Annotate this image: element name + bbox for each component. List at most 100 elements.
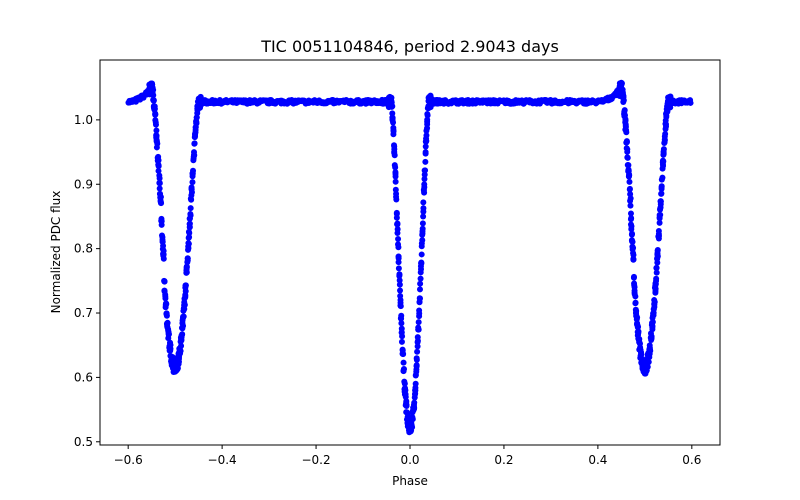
data-point [151,105,158,112]
x-axis-ticks: −0.6 −0.4 −0.2 0.0 0.2 0.4 0.6 [114,445,701,467]
data-point [398,315,405,322]
data-point [396,277,403,284]
data-point [180,313,187,320]
data-point [658,190,665,197]
data-point [156,175,163,182]
data-point [150,86,157,93]
data-point [628,215,635,222]
data-point [635,330,642,337]
data-point [414,339,421,346]
data-point [193,120,200,127]
data-point [660,150,667,157]
data-point [163,301,170,308]
data-point [182,288,189,295]
x-tick-label: 0.6 [682,453,701,467]
data-point [419,220,426,227]
data-point [653,264,660,271]
data-point [658,184,665,191]
y-tick-label: 0.8 [74,242,93,256]
data-point [638,351,645,358]
data-point [391,146,398,153]
data-point [164,320,171,327]
data-point [159,234,166,241]
data-point [649,319,656,326]
data-point [404,410,411,417]
data-point [182,282,189,289]
data-point [630,273,637,280]
data-point [400,359,407,366]
data-point [160,247,167,254]
data-point [626,185,633,192]
data-point [185,245,192,252]
data-point [414,343,421,350]
data-point [191,140,198,147]
data-point [409,416,416,423]
data-point [630,251,637,258]
data-point [180,322,187,329]
data-point [652,285,659,292]
data-point [415,319,422,326]
data-point [659,174,666,181]
data-point [401,378,408,385]
data-point [629,238,636,245]
data-point [412,372,419,379]
data-point [419,237,426,244]
data-point [398,329,405,336]
data-point [623,129,630,136]
data-point [649,326,656,333]
data-point [181,301,188,308]
data-point [400,350,407,357]
data-point [416,286,423,293]
data-point [630,244,637,251]
data-point [392,178,399,185]
data-point [398,338,405,345]
data-point [189,179,196,186]
data-point [187,210,194,217]
data-point [418,251,425,258]
data-point [424,121,431,128]
data-point [395,265,402,272]
data-point [418,259,425,266]
data-point [627,210,634,217]
data-point [191,149,198,156]
data-point [628,226,635,233]
data-point [390,119,397,126]
data-point [424,112,431,119]
data-point [158,218,165,225]
data-point [150,96,157,103]
data-point [160,255,167,262]
data-point [413,356,420,363]
data-point [645,358,652,365]
data-point [624,148,631,155]
data-point [417,280,424,287]
data-point [154,140,161,147]
data-point [420,208,427,215]
x-tick-label: 0.2 [494,453,513,467]
data-point [416,298,423,305]
data-point [157,199,164,206]
data-point [636,336,643,342]
x-tick-label: −0.4 [208,453,237,467]
data-point [403,401,410,408]
data-point [646,342,653,349]
data-point [394,226,401,233]
data-point [657,201,664,208]
y-tick-label: 0.5 [74,435,93,449]
data-point [167,347,174,354]
data-point [627,195,634,202]
data-point [422,143,429,150]
data-point [192,129,199,136]
data-point [670,100,677,107]
data-point [423,132,430,139]
data-point [389,114,396,121]
data-point [160,242,167,249]
data-point [654,259,661,266]
data-point [175,361,182,368]
data-point [648,333,655,340]
data-point [411,404,418,411]
data-points [125,79,694,436]
data-point [651,298,658,305]
data-point [627,221,634,228]
data-point [618,80,625,87]
